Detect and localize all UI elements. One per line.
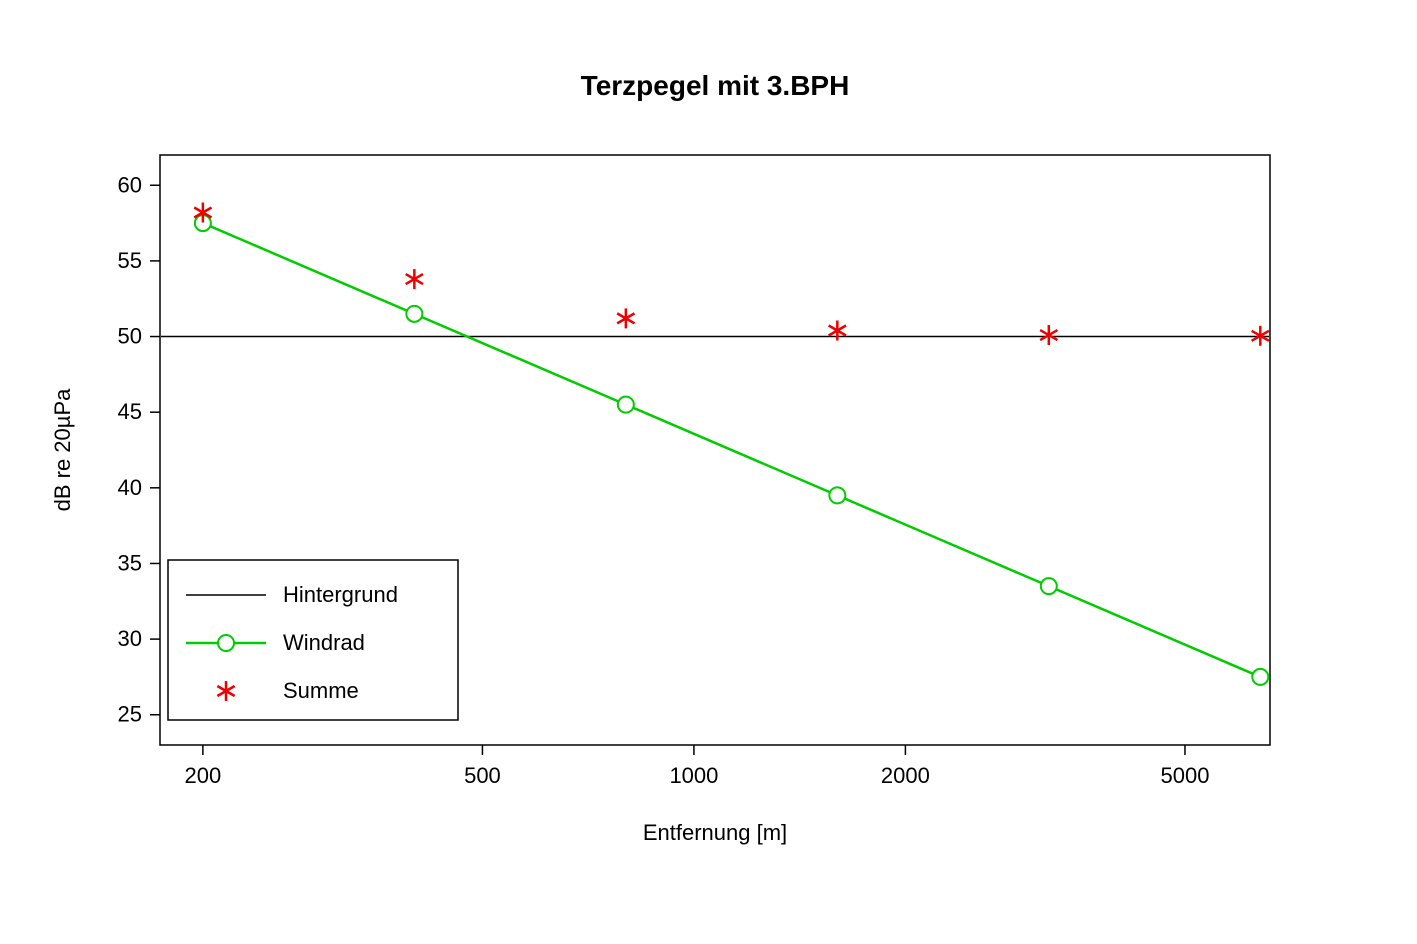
chart-title: Terzpegel mit 3.BPH [581,70,850,101]
x-tick-label: 2000 [881,763,930,788]
y-tick-label: 25 [118,702,142,727]
x-tick-label: 1000 [669,763,718,788]
chart-svg: Terzpegel mit 3.BPH 200 500 1000 2000 5000 Ent… [0,0,1417,944]
series-windrad-marker [1252,669,1268,685]
legend-swatch-circle [218,635,234,651]
series-windrad-marker [406,306,422,322]
y-axis-label: dB re 20µPa [50,388,75,512]
y-tick-label: 30 [118,626,142,651]
y-tick-label: 35 [118,550,142,575]
legend-item-label: Windrad [283,630,365,655]
chart-container: Terzpegel mit 3.BPH 200 500 1000 2000 5000 Ent… [0,0,1417,944]
series-windrad-marker [1041,578,1057,594]
series-windrad-marker [618,397,634,413]
y-tick-label: 50 [118,324,142,349]
y-tick-label: 45 [118,399,142,424]
series-windrad-marker [829,487,845,503]
y-tick-label: 40 [118,475,142,500]
y-tick-label: 55 [118,248,142,273]
x-tick-label: 5000 [1160,763,1209,788]
legend-item-label: Summe [283,678,359,703]
legend-item-label: Hintergrund [283,582,398,607]
x-axis-label: Entfernung [m] [643,820,787,845]
y-tick-label: 60 [118,172,142,197]
x-tick-label: 200 [185,763,222,788]
x-tick-label: 500 [464,763,501,788]
